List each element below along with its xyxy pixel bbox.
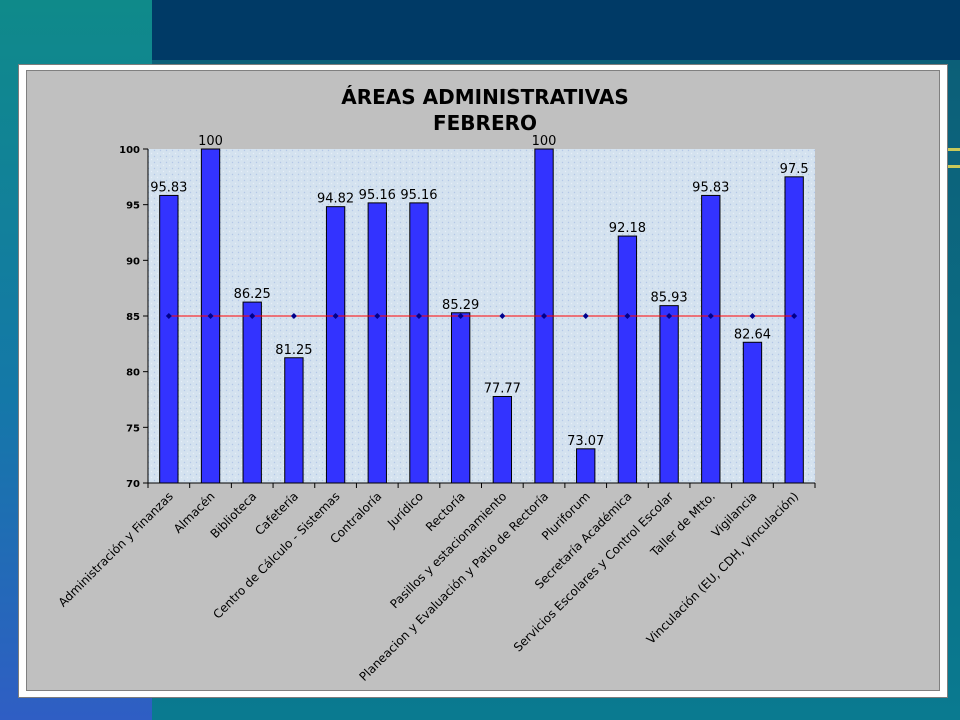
- bar: [742, 341, 763, 484]
- reference-marker: [457, 313, 464, 319]
- data-label: 85.93: [650, 291, 687, 306]
- reference-marker: [165, 313, 172, 319]
- y-tick-label: 90: [126, 256, 140, 267]
- bar: [367, 202, 387, 484]
- bar: [159, 194, 179, 484]
- data-label: 97.5: [780, 162, 809, 177]
- data-label: 94.82: [317, 192, 354, 207]
- data-label: 77.77: [484, 381, 521, 396]
- y-tick-label: 75: [126, 423, 140, 434]
- bar: [492, 395, 513, 484]
- bar: [409, 202, 429, 484]
- slide-frame: ÁREAS ADMINISTRATIVAS FEBRERO 95.83 Admin…: [18, 64, 948, 698]
- reference-marker: [666, 313, 673, 319]
- data-label: 95.83: [150, 180, 187, 195]
- data-label: 100: [532, 134, 557, 149]
- bar: [325, 206, 346, 484]
- category-label: Jurídico: [384, 489, 426, 531]
- data-label: 82.64: [734, 327, 771, 342]
- data-label: 95.16: [400, 188, 437, 203]
- reference-marker: [749, 313, 756, 319]
- data-label: 100: [198, 134, 223, 149]
- reference-marker: [499, 313, 506, 319]
- reference-marker: [249, 313, 256, 319]
- bar: [617, 235, 638, 484]
- data-label: 86.25: [234, 287, 271, 302]
- reference-marker: [415, 313, 422, 319]
- reference-marker: [541, 313, 548, 319]
- data-label: 73.07: [567, 434, 604, 449]
- chart-area: ÁREAS ADMINISTRATIVAS FEBRERO 95.83 Admin…: [26, 70, 940, 691]
- category-label: Administración y Finanzas: [56, 489, 176, 609]
- background-top-band: [152, 0, 960, 60]
- data-label: 92.18: [609, 221, 646, 236]
- reference-marker: [290, 313, 297, 319]
- reference-marker: [582, 313, 589, 319]
- y-tick-label: 70: [126, 479, 140, 490]
- category-label: Vinculación (EU, CDH, Vinculación): [644, 489, 802, 647]
- chart-title-line-2: FEBRERO: [433, 111, 537, 135]
- y-tick-label: 100: [119, 145, 140, 156]
- data-label: 81.25: [275, 343, 312, 358]
- reference-marker: [624, 313, 631, 319]
- bar-chart: ÁREAS ADMINISTRATIVAS FEBRERO 95.83 Admin…: [56, 85, 816, 684]
- y-tick-label: 80: [126, 368, 140, 379]
- bar: [659, 305, 679, 484]
- reference-marker: [791, 313, 798, 319]
- chart-title-line-1: ÁREAS ADMINISTRATIVAS: [341, 85, 628, 109]
- reference-marker: [374, 313, 381, 319]
- data-label: 85.29: [442, 298, 479, 313]
- bar: [450, 312, 471, 484]
- y-tick-label: 95: [126, 201, 140, 212]
- bar: [701, 194, 721, 484]
- slide-accent-mark: [948, 148, 960, 168]
- y-tick-label: 85: [126, 312, 140, 323]
- bar: [784, 176, 804, 484]
- reference-marker: [332, 313, 339, 319]
- bar: [284, 357, 304, 484]
- bar: [242, 301, 262, 484]
- reference-marker: [707, 313, 714, 319]
- reference-marker: [207, 313, 214, 319]
- data-label: 95.83: [692, 180, 729, 195]
- data-label: 95.16: [359, 188, 396, 203]
- bar: [576, 448, 596, 484]
